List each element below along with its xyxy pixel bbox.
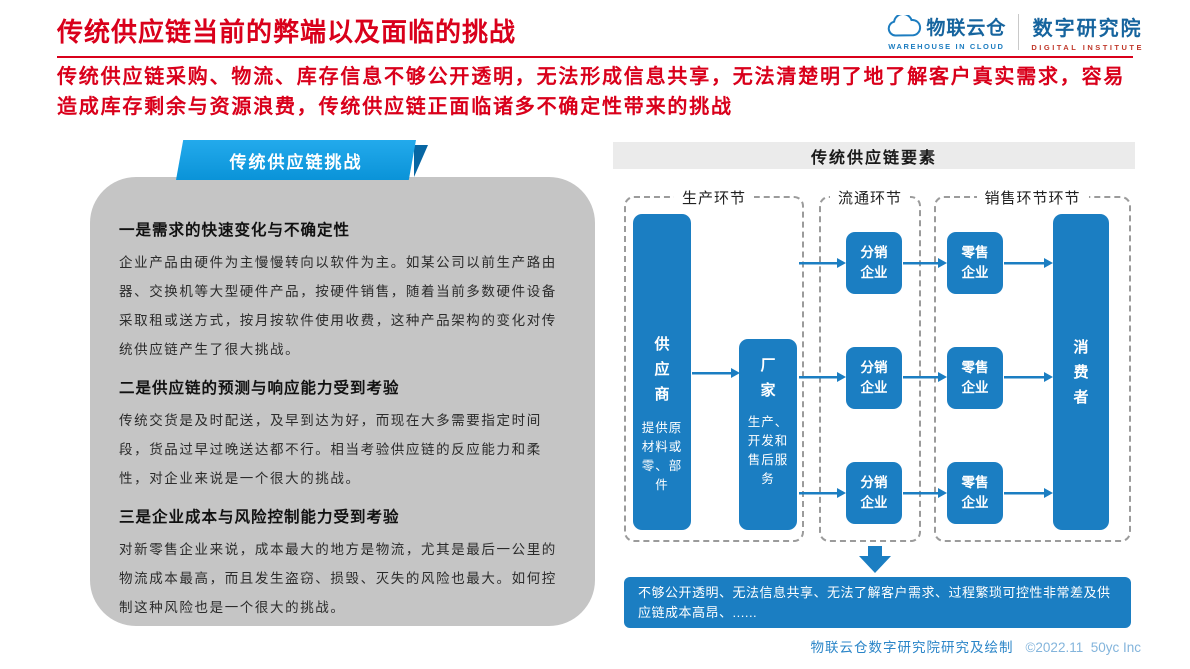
arrow-retailer-1-to-consumer	[1004, 258, 1053, 269]
elements-panel-header: 传统供应链要素	[613, 142, 1135, 169]
arrow-distributor-3-to-retailer-3	[903, 488, 947, 499]
footer-copyright: ©2022.11 50yc Inc	[1025, 640, 1141, 655]
page-subtitle: 传统供应链采购、物流、库存信息不够公开透明，无法形成信息共享，无法清楚明了地了解…	[57, 66, 1126, 118]
institute-logo-name: 数字研究院	[1032, 18, 1143, 40]
ribbon-fold	[414, 145, 428, 177]
challenge-1-body: 企业产品由硬件为主慢慢转向以软件为主。如某公司以前生产路由器、交换机等大型硬件产…	[119, 255, 557, 357]
challenge-3-body: 对新零售企业来说，成本最大的地方是物流，尤其是最后一公里的物流成本最高，而且发生…	[119, 542, 557, 615]
challenge-2-body: 传统交货是及时配送，及早到达为好，而现在大多需要指定时间段，货品过早过晚送达都不…	[119, 413, 542, 486]
column-production-label: 生产环节	[673, 187, 755, 208]
node-retailer-1-label: 零售 企业	[961, 245, 989, 280]
cloud-logo-tagline: WAREHOUSE IN CLOUD	[888, 42, 1005, 51]
cloud-icon	[888, 14, 922, 37]
column-circulation-label: 流通环节	[829, 187, 911, 208]
footer: 物联云仓数字研究院研究及绘制 ©2022.11 50yc Inc	[810, 636, 1141, 656]
arrow-manufacturer-to-distributor-3	[799, 488, 846, 499]
column-circulation: 流通环节	[819, 187, 921, 542]
arrow-distributor-2-to-retailer-2	[903, 372, 947, 383]
node-distributor-1-label: 分销 企业	[860, 245, 888, 280]
node-retailer-1: 零售 企业	[947, 232, 1003, 294]
cloud-logo-row: 物联云仓	[886, 13, 1006, 40]
arrow-supplier-to-manufacturer	[692, 368, 740, 379]
node-consumer-label: 消 费 者	[1073, 338, 1089, 406]
column-sales: 销售环节环节	[934, 187, 1131, 542]
institute-logo-tagline: DIGITAL INSTITUTE	[1031, 43, 1144, 52]
challenges-ribbon: 传统供应链挑战	[176, 140, 428, 180]
column-sales-label: 销售环节环节	[976, 187, 1089, 208]
footer-credit: 物联云仓数字研究院研究及绘制	[810, 640, 1014, 655]
page-title: 传统供应链当前的弊端以及面临的挑战	[57, 17, 517, 47]
node-manufacturer: 厂 家 生产、 开发和 售后服 务	[739, 339, 797, 530]
column-production: 生产环节	[624, 187, 804, 542]
arrow-retailer-2-to-consumer	[1004, 372, 1053, 383]
node-retailer-2: 零售 企业	[947, 347, 1003, 409]
challenges-text: 一是需求的快速变化与不确定性 企业产品由硬件为主慢慢转向以软件为主。如某公司以前…	[119, 206, 571, 622]
logo-divider	[1018, 14, 1020, 50]
node-supplier-subtitle: 提供原 材料或 零、部 件	[641, 421, 683, 492]
node-distributor-2-label: 分销 企业	[860, 360, 888, 395]
challenge-1-heading: 一是需求的快速变化与不确定性	[119, 222, 351, 239]
node-distributor-3-label: 分销 企业	[860, 475, 888, 510]
node-retailer-3: 零售 企业	[947, 462, 1003, 524]
arrow-manufacturer-to-distributor-2	[799, 372, 846, 383]
conclusion-banner: 不够公开透明、无法信息共享、无法了解客户需求、过程繁琐可控性非常差及供应链成本高…	[624, 577, 1131, 628]
node-distributor-1: 分销 企业	[846, 232, 902, 294]
node-supplier: 供 应 商 提供原 材料或 零、部 件	[633, 214, 691, 530]
ribbon-label: 传统供应链挑战	[229, 152, 363, 172]
challenge-3-heading: 三是企业成本与风险控制能力受到考验	[119, 509, 400, 526]
node-distributor-3: 分销 企业	[846, 462, 902, 524]
down-arrow-icon	[868, 546, 882, 557]
header-logos: 物联云仓 WAREHOUSE IN CLOUD 数字研究院 DIGITAL IN…	[886, 12, 1144, 52]
arrow-retailer-3-to-consumer	[1004, 488, 1053, 499]
cloud-logo-name: 物联云仓	[926, 18, 1007, 39]
node-distributor-2: 分销 企业	[846, 347, 902, 409]
digital-institute-logo: 数字研究院 DIGITAL INSTITUTE	[1031, 12, 1144, 52]
ribbon-banner	[176, 140, 416, 180]
arrow-distributor-1-to-retailer-1	[903, 258, 947, 269]
node-retailer-2-label: 零售 企业	[961, 360, 989, 395]
node-consumer: 消 费 者	[1053, 214, 1109, 530]
warehouse-in-cloud-logo: 物联云仓 WAREHOUSE IN CLOUD	[886, 13, 1006, 51]
header-divider-line	[57, 56, 1133, 58]
node-retailer-3-label: 零售 企业	[961, 475, 989, 510]
down-arrow-head	[859, 556, 891, 573]
challenges-panel	[90, 177, 595, 626]
challenge-2-heading: 二是供应链的预测与响应能力受到考验	[119, 380, 400, 397]
arrow-manufacturer-to-distributor-1	[799, 258, 846, 269]
node-manufacturer-subtitle: 生产、 开发和 售后服 务	[747, 415, 789, 486]
node-supplier-title: 供 应 商	[654, 336, 670, 403]
node-manufacturer-title: 厂 家	[760, 357, 776, 399]
